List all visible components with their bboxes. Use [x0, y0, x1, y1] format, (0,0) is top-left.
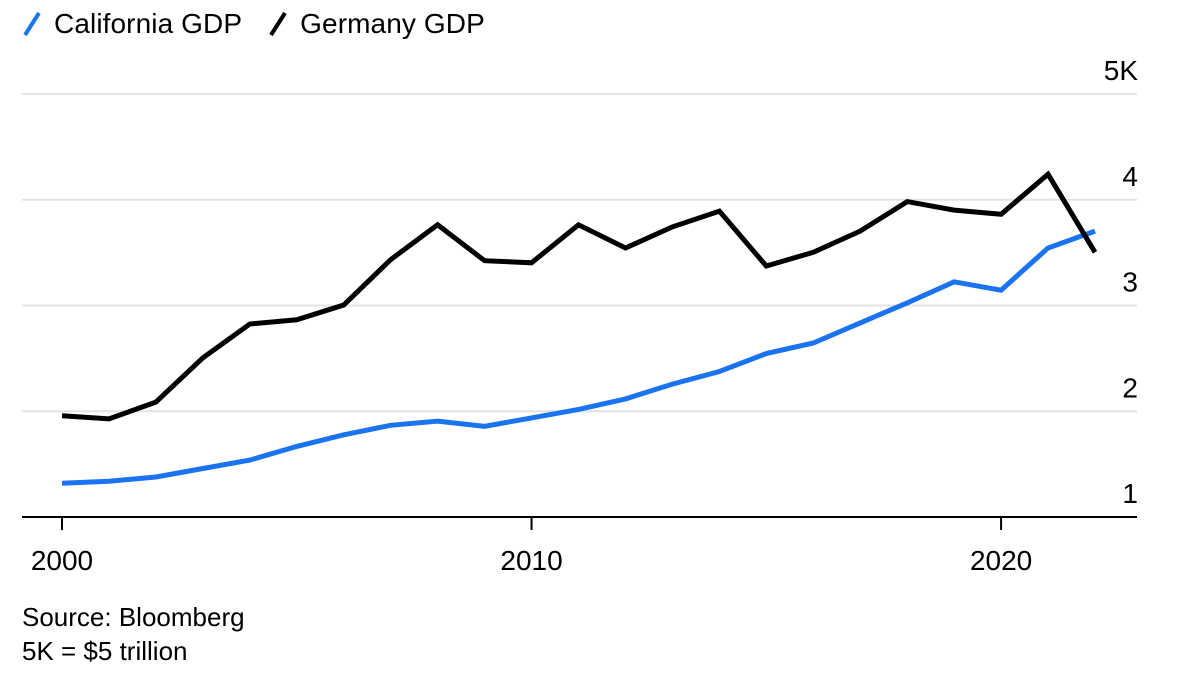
chart-footer: Source: Bloomberg 5K = $5 trillion: [22, 600, 245, 668]
y-tick-label-1: 1: [1122, 478, 1138, 509]
line-chart: 1 2 3 4 5K 2000 2010 2020: [22, 55, 1139, 576]
legend-label-california: California GDP: [54, 8, 243, 39]
source-note: Source: Bloomberg: [22, 602, 245, 632]
series-line-germany: [61, 170, 1098, 422]
y-tick-label-5: 5K: [1104, 55, 1139, 86]
legend-item-california: California GDP: [22, 8, 242, 40]
legend-item-germany: Germany GDP: [268, 8, 485, 40]
y-axis-ticks: 1 2 3 4 5K: [1104, 55, 1139, 509]
x-tick-label-2010: 2010: [500, 545, 562, 576]
series-lines: [61, 170, 1098, 486]
x-axis-ticks: 2000 2010 2020: [31, 517, 1032, 576]
legend-swatch-california: [23, 11, 41, 37]
y-tick-label-4: 4: [1122, 161, 1138, 192]
gridlines: [22, 93, 1137, 413]
legend: California GDP Germany GDP: [22, 4, 511, 44]
legend-label-germany: Germany GDP: [300, 8, 485, 39]
x-tick-label-2000: 2000: [31, 545, 93, 576]
legend-swatch-germany: [269, 11, 287, 37]
y-tick-label-2: 2: [1122, 372, 1138, 403]
x-tick-label-2020: 2020: [970, 545, 1032, 576]
units-note: 5K = $5 trillion: [22, 636, 188, 666]
series-line-california: [61, 228, 1096, 486]
y-tick-label-3: 3: [1122, 267, 1138, 298]
